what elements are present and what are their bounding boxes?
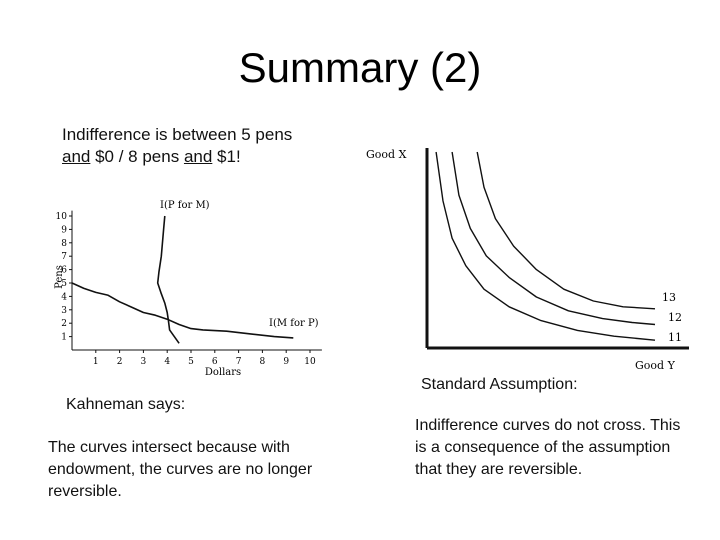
- indifference-curve-3: [476, 151, 656, 310]
- y-tick-label: 5: [61, 279, 67, 289]
- x-tick-label: 5: [188, 357, 194, 367]
- endowment-chart-xlabel: Dollars: [205, 367, 241, 378]
- x-tick-label: 1: [93, 357, 99, 367]
- standard-chart-curve-label-13: 13: [662, 291, 676, 304]
- y-tick-label: 3: [61, 306, 67, 316]
- endowment-chart-series-label-2: I(M for P): [269, 318, 319, 329]
- y-tick-label: 1: [61, 333, 67, 343]
- endowment-chart: 1 2 3 4 5 6 7 8 9 10 1 2 3 4 5 6 7 8 9 10 Pens Dollars I(P …: [54, 200, 322, 378]
- intro-and-1: and: [62, 147, 91, 166]
- standard-chart-axes: [425, 148, 689, 350]
- indifference-curve-1: [156, 215, 180, 344]
- y-tick-label: 9: [61, 225, 67, 235]
- standard-chart-ylabel: Good X: [366, 148, 407, 161]
- standard-chart-xlabel: Good Y: [635, 359, 676, 372]
- x-tick-label: 8: [260, 357, 266, 367]
- intro-text: Indifference is between 5 pens and $0 / …: [62, 124, 292, 168]
- y-tick-label: 10: [56, 212, 68, 222]
- intro-line-1: Indifference is between 5 pens: [62, 125, 293, 144]
- x-tick-label: 7: [236, 357, 242, 367]
- intro-line-2b: $1!: [212, 147, 241, 166]
- x-tick-label: 6: [212, 357, 218, 367]
- indifference-curve-2: [71, 282, 294, 339]
- endowment-chart-series: [71, 215, 294, 344]
- y-tick-label: 7: [61, 252, 67, 262]
- kahneman-heading: Kahneman says:: [66, 396, 186, 413]
- endowment-chart-series-label-1: I(P for M): [160, 200, 210, 211]
- kahneman-text: The curves intersect because with endowm…: [48, 439, 313, 500]
- y-tick-label: 6: [61, 266, 67, 276]
- endowment-chart-axes: [71, 210, 322, 351]
- endowment-chart-ylabel: Pens: [54, 265, 65, 289]
- intro-line-2a: $0 / 8 pens: [90, 147, 184, 166]
- standard-text: Indifference curves do not cross. This i…: [415, 417, 681, 478]
- intro-and-2: and: [183, 147, 213, 166]
- endowment-chart-ticks: 1 2 3 4 5 6 7 8 9 10 1 2 3 4 5 6 7 8 9 10: [56, 212, 316, 367]
- x-tick-label: 3: [141, 357, 147, 367]
- indifference-curve-2: [451, 151, 656, 326]
- x-tick-label: 9: [283, 357, 289, 367]
- y-tick-label: 2: [61, 319, 67, 329]
- x-tick-label: 4: [164, 357, 170, 367]
- standard-heading: Standard Assumption:: [421, 376, 578, 393]
- y-tick-label: 4: [61, 292, 67, 302]
- standard-chart: Good X Good Y 13 12 11: [366, 148, 689, 372]
- standard-chart-curve-label-12: 12: [668, 311, 682, 324]
- slide-title: Summary (2): [238, 44, 482, 91]
- standard-chart-curve-label-11: 11: [668, 331, 682, 344]
- standard-chart-series: [435, 151, 656, 341]
- x-tick-label: 2: [117, 357, 123, 367]
- y-tick-label: 8: [61, 239, 67, 249]
- x-tick-label: 10: [304, 357, 316, 367]
- indifference-curve-1: [435, 151, 656, 341]
